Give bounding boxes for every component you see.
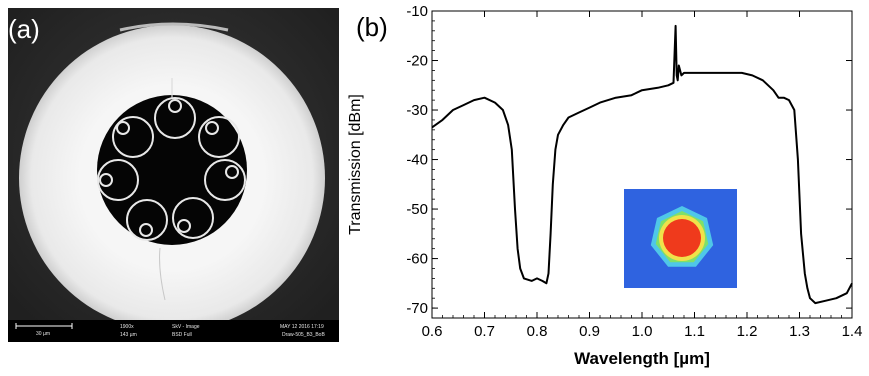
capillary-tube xyxy=(154,97,196,139)
y-tick-label: -70 xyxy=(406,300,428,317)
sem-detector: BSD Full xyxy=(172,332,192,338)
capillary-tube xyxy=(172,197,214,239)
capillary-tube xyxy=(126,199,168,241)
sem-scale-text: 30 µm xyxy=(36,331,50,337)
capillary-nested-tube xyxy=(225,165,239,179)
cladding-edge-debris xyxy=(119,22,229,32)
x-tick-label: 1.4 xyxy=(842,323,863,340)
y-tick-label: -20 xyxy=(406,53,428,70)
x-tick-label: 0.8 xyxy=(527,323,548,340)
y-axis-label: Transmission [dBm] xyxy=(347,94,364,235)
x-axis-label: Wavelength [µm] xyxy=(574,349,710,368)
transmission-chart: 0.6 0.7 0.8 0.9 1.0 1.1 1.2 1.3 1.4 -10 -20 -30 -40 -… xyxy=(347,3,863,368)
capillary-nested-tube xyxy=(168,99,182,113)
capillary-nested-tube xyxy=(177,219,191,233)
sem-sample: Draw-505_B3_BoB xyxy=(282,332,325,338)
capillary-tube xyxy=(204,159,246,201)
sem-hfw: 143 µm xyxy=(120,332,137,338)
y-tick-label: -50 xyxy=(406,201,428,218)
x-tick-label: 1.3 xyxy=(789,323,810,340)
sem-date: MAY 12 2016 17:19 xyxy=(280,324,324,330)
x-tick-label: 1.2 xyxy=(737,323,758,340)
panel-label: (b) xyxy=(356,12,388,42)
sem-magnification: 1900x xyxy=(120,324,134,330)
sem-mode: SkV - Image xyxy=(172,324,200,330)
capillary-tubes xyxy=(97,97,246,241)
mode-core-red xyxy=(663,219,701,257)
x-tick-label: 0.6 xyxy=(422,323,443,340)
sem-info-bar xyxy=(8,320,339,342)
capillary-nested-tube xyxy=(99,173,113,187)
y-tick-label: -10 xyxy=(406,3,428,20)
capillary-tube xyxy=(97,159,139,201)
capillary-tube xyxy=(112,116,154,158)
capillary-nested-tube xyxy=(139,223,153,237)
capillary-nested-tube xyxy=(205,121,219,135)
x-tick-label: 0.7 xyxy=(474,323,495,340)
sem-image xyxy=(8,8,339,342)
capillary-tube xyxy=(198,116,240,158)
y-tick-label: -40 xyxy=(406,152,428,169)
capillary-nested-tube xyxy=(116,121,130,135)
panel-label: (a) xyxy=(8,14,40,44)
x-tick-label: 0.9 xyxy=(579,323,600,340)
spectrum-panel: (b) 0.6 0.7 0.8 0.9 1.0 1.1 1.2 1.3 1.4 -10 -20 -30… xyxy=(340,0,869,371)
x-tick-label: 1.1 xyxy=(684,323,705,340)
x-tick-label: 1.0 xyxy=(632,323,653,340)
y-tick-label: -60 xyxy=(406,251,428,268)
spectrum-line xyxy=(431,24,853,305)
y-tick-label: -30 xyxy=(406,102,428,119)
sem-panel: (a) 30 µm 1900x 143 µm SkV - Image BSD F… xyxy=(0,0,347,342)
fiber-scratch xyxy=(159,247,166,301)
